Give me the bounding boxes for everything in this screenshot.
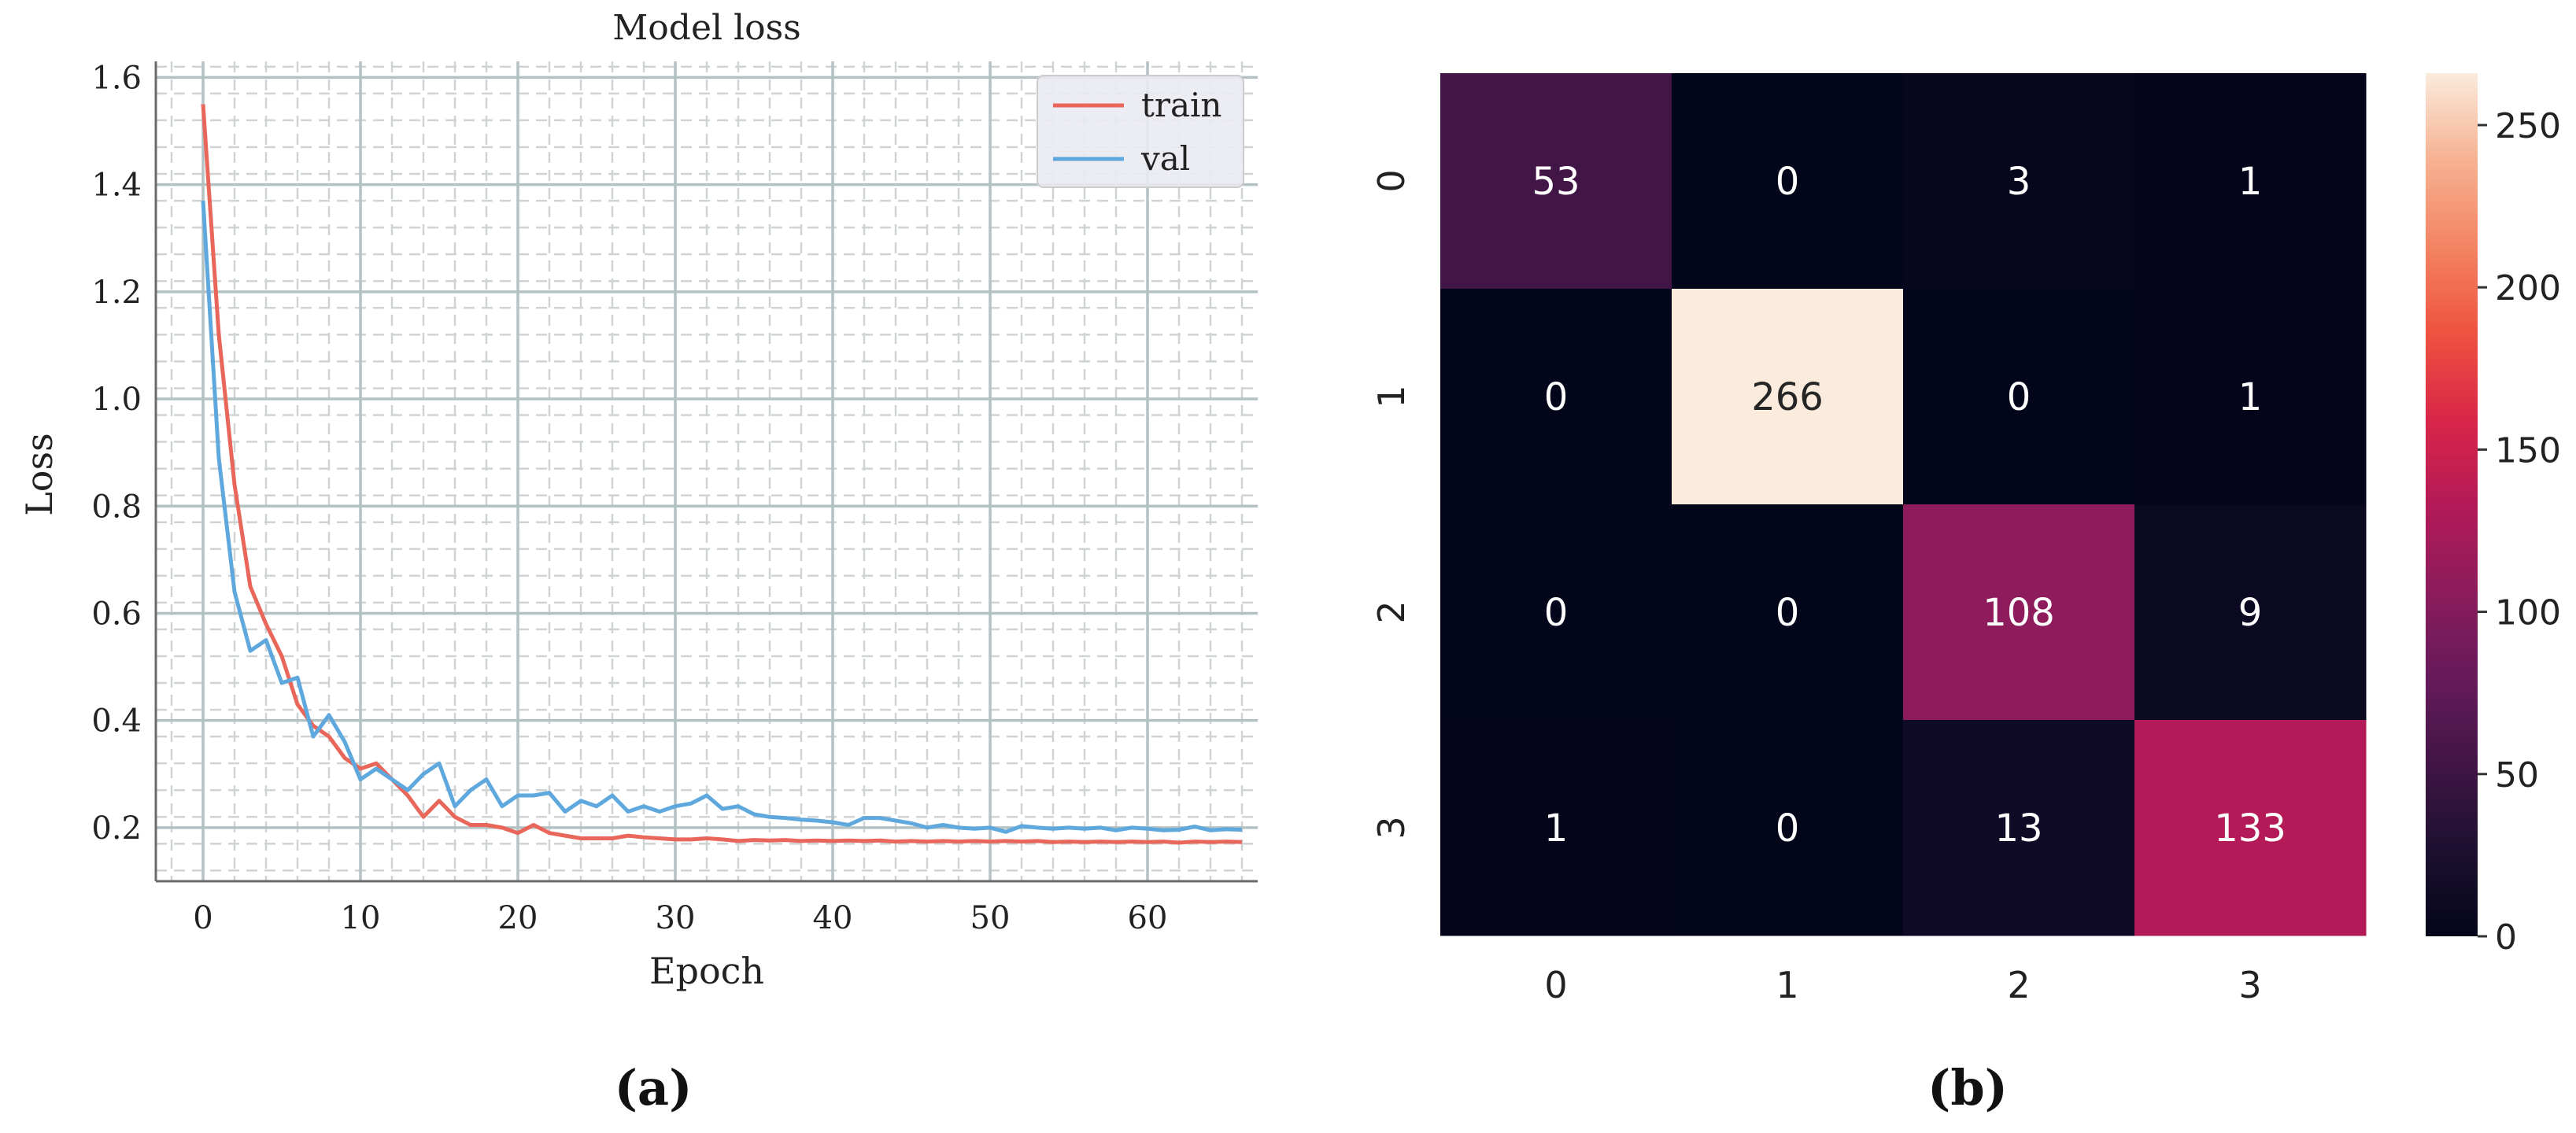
series-line-val (201, 200, 1243, 834)
heatmap-cell-value: 0 (1776, 160, 1800, 204)
y-tick-label: 0.8 (91, 489, 142, 525)
heatmap-cell (2134, 504, 2367, 721)
y-axis-label: Loss (18, 433, 61, 515)
heatmap-cell (1440, 504, 1672, 721)
heatmap-cell-value: 1 (2238, 375, 2263, 419)
heatmap-cell (1440, 73, 1672, 290)
x-tick-label: 20 (498, 900, 538, 936)
heatmap-cell-value: 0 (1776, 591, 1800, 635)
heatmap-cell-value: 1 (1544, 806, 1569, 851)
row-tick-label: 3 (1370, 816, 1413, 839)
heatmap-cell (1903, 73, 2135, 290)
y-tick-label: 0.6 (91, 596, 142, 632)
chart-title: Model loss (612, 8, 801, 48)
column-tick-labels: 0 1 2 3 (1544, 964, 2261, 1006)
heatmap-cell-value: 9 (2238, 591, 2263, 635)
panel-label-a: (a) (615, 1059, 693, 1116)
heatmap-cell-value: 108 (1983, 591, 2055, 635)
y-tick-label: 1.0 (91, 382, 142, 418)
heatmap-cell-value: 0 (2007, 375, 2031, 419)
panel-label-b: (b) (1927, 1059, 2008, 1116)
x-tick-label: 0 (193, 900, 213, 936)
column-tick-label: 3 (2238, 964, 2261, 1006)
heatmap-cell (2134, 73, 2367, 290)
y-tick-label: 0.2 (91, 810, 142, 847)
y-tick-label: 1.4 (91, 168, 142, 204)
heatmap-cell (2134, 720, 2367, 936)
heatmap-cell-value: 133 (2214, 806, 2286, 851)
x-tick-label: 30 (656, 900, 696, 936)
column-tick-label: 0 (1544, 964, 1567, 1006)
y-tick-label: 1.2 (91, 275, 142, 311)
heatmap-cell-value: 3 (2007, 160, 2031, 204)
x-axis-label: Epoch (649, 950, 764, 992)
heatmap-cell-value: 0 (1776, 806, 1800, 851)
heatmap-cell (1440, 720, 1672, 936)
colorbar-tick-label: 200 (2495, 268, 2561, 308)
x-tick-label: 40 (813, 900, 853, 936)
colorbar-gradient-bar (2426, 73, 2478, 936)
heatmap-cell-value: 13 (1994, 806, 2042, 851)
colorbar-tick-label: 150 (2495, 430, 2561, 471)
chart-legend: train val (1037, 75, 1244, 188)
row-tick-label: 1 (1370, 385, 1413, 408)
heatmap-cell (1903, 504, 2135, 721)
chart-series-group (201, 104, 1243, 845)
heatmap-cells: 53 0 3 1 0 266 0 1 0 0 108 9 1 0 13 133 (1440, 73, 2367, 936)
heatmap-cell (1672, 504, 1904, 721)
colorbar-tick-label: 50 (2495, 755, 2539, 795)
loss-line-chart: Model loss 0 10 20 30 40 50 60 0.2 0.4 0.6 0.8 1.0… (18, 8, 1258, 992)
colorbar-tick-label: 0 (2495, 917, 2517, 958)
heatmap-cell (1672, 720, 1904, 936)
legend-label: train (1141, 86, 1221, 124)
row-tick-labels: 0 1 2 3 (1370, 169, 1413, 839)
heatmap-cell-value: 1 (2238, 160, 2263, 204)
chart-axes (154, 61, 1258, 883)
heatmap-cell-value: 266 (1751, 375, 1824, 419)
series-line-train (201, 104, 1243, 845)
heatmap-cell (1903, 289, 2135, 505)
column-tick-label: 2 (2007, 964, 2030, 1006)
heatmap-cell (1903, 720, 2135, 936)
heatmap-cell (1672, 289, 1904, 505)
heatmap-cell (1440, 289, 1672, 505)
y-axis-ticks: 0.2 0.4 0.6 0.8 1.0 1.2 1.4 1.6 (91, 60, 142, 846)
heatmap-cell (1672, 73, 1904, 290)
heatmap-cell-value: 53 (1532, 160, 1580, 204)
legend-label: val (1140, 139, 1190, 178)
x-axis-ticks: 0 10 20 30 40 50 60 (193, 900, 1167, 936)
x-tick-label: 10 (341, 900, 381, 936)
column-tick-label: 1 (1776, 964, 1798, 1006)
row-tick-label: 0 (1370, 169, 1413, 192)
y-tick-label: 0.4 (91, 703, 142, 740)
colorbar: 0 50 100 150 200 250 (2426, 73, 2561, 958)
x-tick-label: 60 (1128, 900, 1168, 936)
row-tick-label: 2 (1370, 600, 1413, 623)
colorbar-tick-label: 100 (2495, 593, 2561, 633)
heatmap-cell (2134, 289, 2367, 505)
colorbar-tick-label: 250 (2495, 106, 2561, 146)
x-tick-label: 50 (970, 900, 1011, 936)
heatmap-cell-value: 0 (1544, 375, 1569, 419)
y-tick-label: 1.6 (91, 60, 142, 96)
heatmap-cell-value: 0 (1544, 591, 1569, 635)
